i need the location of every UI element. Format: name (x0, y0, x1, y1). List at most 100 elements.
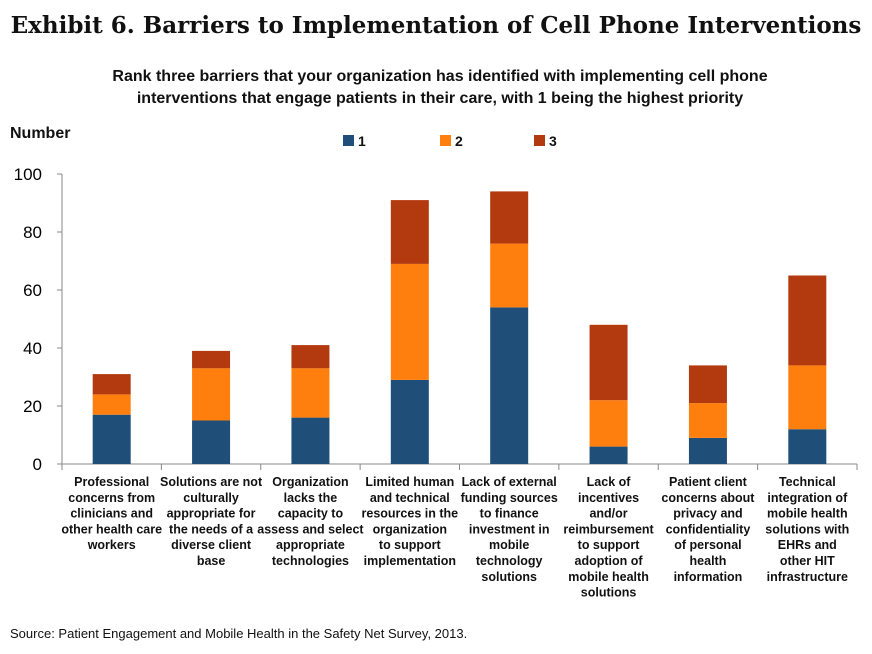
bar-segment-series-2 (788, 365, 827, 430)
x-category-label-line: organization (373, 522, 447, 536)
bar-segment-series-1 (788, 429, 827, 464)
x-category-label-line: other HIT (780, 554, 835, 568)
x-category-label-line: resources in the (362, 507, 459, 521)
x-category-label-line: funding sources (461, 491, 558, 505)
y-tick-label: 0 (33, 455, 42, 474)
bar-segment-series-3 (788, 275, 827, 366)
x-category-label-line: incentives (578, 491, 639, 505)
exhibit-title: Exhibit 6. Barriers to Implementation of… (10, 12, 862, 39)
y-axis-label: Number (10, 125, 70, 142)
x-category-label-line: Technical (779, 475, 836, 489)
x-category-label-line: Organization (272, 475, 348, 489)
x-category-label-line: integration of (767, 491, 848, 505)
legend-swatch-series-1 (343, 135, 354, 146)
chart-subtitle: Rank three barriers that your organizati… (112, 68, 768, 107)
x-category-label-line: Professional (74, 475, 149, 489)
y-tick-label: 20 (23, 397, 42, 416)
x-category-label-line: Patient client (669, 475, 748, 489)
x-category-label: Professional concerns from clinicians and o… (61, 475, 162, 552)
legend-label-series-3: 3 (549, 133, 557, 149)
bar-segment-series-3 (490, 191, 529, 244)
x-category-label-line: implementation (364, 554, 456, 568)
x-category-label-line: solutions with (765, 522, 849, 536)
x-category-label-line: technology (476, 554, 543, 568)
x-category-label-line: reimbursement (563, 522, 654, 536)
bar-segment-series-3 (688, 365, 727, 404)
x-category-label-line: privacy and (673, 507, 742, 521)
x-category-label-line: Limited human (365, 475, 454, 489)
x-category-label: Technical integration of mobile health solu… (765, 475, 849, 584)
x-category-label-line: appropriate for (167, 507, 256, 521)
x-category-label-line: information (674, 570, 743, 584)
x-category-label-line: concerns about (661, 491, 755, 505)
y-tick-label: 80 (23, 223, 42, 242)
x-category-label-line: the needs of a (169, 522, 254, 536)
x-category-label-line: Solutions are not (160, 475, 263, 489)
bar-segment-series-3 (291, 345, 330, 369)
bar-segment-series-1 (291, 417, 330, 464)
bar-segment-series-2 (92, 394, 131, 415)
bar-segment-series-1 (589, 446, 628, 464)
legend-label-series-2: 2 (455, 133, 463, 149)
bar-segment-series-2 (490, 243, 529, 308)
x-category-label-line: and/or (589, 507, 627, 521)
bar-segment-series-2 (192, 368, 231, 421)
x-category-label-line: infrastructure (767, 570, 848, 584)
x-category-label: Solutions are not culturally appropriate f… (160, 475, 263, 568)
x-category-label-line: clinicians and (70, 507, 153, 521)
x-category-label-line: diverse client (171, 538, 252, 552)
legend-swatch-series-3 (534, 135, 545, 146)
x-category-label-line: other health care (61, 522, 162, 536)
bar-segment-series-3 (589, 324, 628, 401)
x-category-label-line: to support (379, 538, 442, 552)
bar-segment-series-2 (291, 368, 330, 418)
y-tick-label: 40 (23, 339, 42, 358)
legend-label-series-1: 1 (358, 133, 366, 149)
bar-segment-series-2 (688, 403, 727, 438)
x-category-label-line: assess and select (257, 522, 364, 536)
bar-segment-series-1 (92, 414, 131, 464)
bar-segment-series-2 (390, 263, 429, 380)
x-category-label: Patient client concerns about privacy and c… (661, 475, 755, 584)
x-category-label-line: to support (578, 538, 641, 552)
x-category-label: Lack of incentives and/or reimbursement to s… (563, 475, 654, 600)
x-category-label-line: to finance (480, 507, 539, 521)
bar-segment-series-1 (688, 437, 727, 464)
x-category-label-line: Lack of (587, 475, 632, 489)
x-category-label-line: of personal (674, 538, 741, 552)
x-category-label-line: culturally (183, 491, 239, 505)
bar-segment-series-3 (390, 200, 429, 264)
x-category-label-line: technologies (272, 554, 349, 568)
bar-segment-series-1 (490, 307, 529, 464)
bar-segment-series-1 (192, 420, 231, 464)
x-category-label-line: investment in (469, 522, 550, 536)
x-category-label-line: solutions (481, 570, 537, 584)
x-category-label-line: health (690, 554, 727, 568)
x-category-label-line: mobile health (568, 570, 649, 584)
x-category-label-line: Lack of external (462, 475, 557, 489)
x-category-label-line: workers (87, 538, 136, 552)
x-category-label: Lack of external funding sources to financ… (461, 475, 558, 584)
x-category-label: Limited human and technical resources in t… (362, 475, 459, 568)
y-tick-label: 60 (23, 281, 42, 300)
x-category-label: Organization lacks the capacity to assess a… (257, 475, 364, 568)
legend-swatch-series-2 (440, 135, 451, 146)
x-category-label-line: adoption of (575, 554, 644, 568)
y-tick-label: 100 (14, 165, 42, 184)
source-note: Source: Patient Engagement and Mobile He… (10, 626, 468, 641)
x-category-label-line: lacks the (284, 491, 338, 505)
x-category-label-line: mobile health (767, 507, 848, 521)
x-category-label-line: appropriate (276, 538, 345, 552)
x-category-label-line: solutions (581, 586, 637, 600)
x-category-label-line: capacity to (278, 507, 344, 521)
x-category-label-line: concerns from (68, 491, 155, 505)
x-category-label-line: and technical (370, 491, 450, 505)
x-category-label-line: EHRs and (778, 538, 837, 552)
x-category-label-line: confidentiality (666, 522, 751, 536)
bar-segment-series-1 (390, 379, 429, 464)
x-category-label-line: mobile (489, 538, 529, 552)
x-category-label-line: base (197, 554, 226, 568)
bar-segment-series-3 (92, 374, 131, 395)
bar-segment-series-3 (192, 350, 231, 369)
